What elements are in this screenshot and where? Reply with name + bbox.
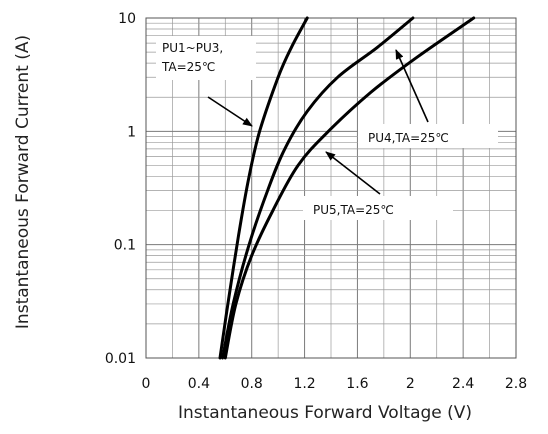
x-tick-label: 0.8 <box>241 376 263 392</box>
annotation-box <box>358 124 498 148</box>
y-tick-label: 0.01 <box>105 351 136 367</box>
x-tick-label: 2 <box>406 376 415 392</box>
x-tick-label: 0.4 <box>188 376 210 392</box>
x-tick-label: 0 <box>142 376 151 392</box>
x-tick-labels: 0 0.4 0.8 1.2 1.6 2 2.4 2.8 <box>142 376 528 392</box>
x-tick-label: 1.6 <box>346 376 368 392</box>
annotation-arrow <box>395 49 429 123</box>
annotation-arrow <box>325 151 381 195</box>
plot-frame <box>145 17 517 359</box>
annotation-label: PU5,TA=25℃ <box>313 203 394 217</box>
y-axis-label: Instantaneous Forward Current (A) <box>13 35 33 329</box>
annotations: PU1~PU3, TA=25℃ PU4,TA=25℃ PU5,TA=25℃ <box>156 36 498 220</box>
series-line-3 <box>223 16 476 360</box>
x-axis-label: Instantaneous Forward Voltage (V) <box>178 403 472 423</box>
x-tick-label: 1.2 <box>293 376 315 392</box>
annotation-label: PU1~PU3, <box>162 41 223 55</box>
curves <box>218 16 476 360</box>
y-tick-label: 10 <box>118 11 136 27</box>
annotation-arrow <box>207 96 253 127</box>
series-line-2 <box>221 16 415 360</box>
x-tick-label: 2.4 <box>452 376 474 392</box>
annotation-label: PU4,TA=25℃ <box>368 131 449 145</box>
annotation-label: TA=25℃ <box>161 60 215 74</box>
y-tick-label: 1 <box>127 124 136 140</box>
y-tick-label: 0.1 <box>114 238 136 254</box>
x-tick-label: 2.8 <box>505 376 527 392</box>
annotation-box <box>156 36 256 80</box>
annotation-box <box>303 196 453 220</box>
y-tick-labels: 0.01 0.1 1 10 <box>105 11 136 367</box>
series-line-1 <box>218 16 309 360</box>
